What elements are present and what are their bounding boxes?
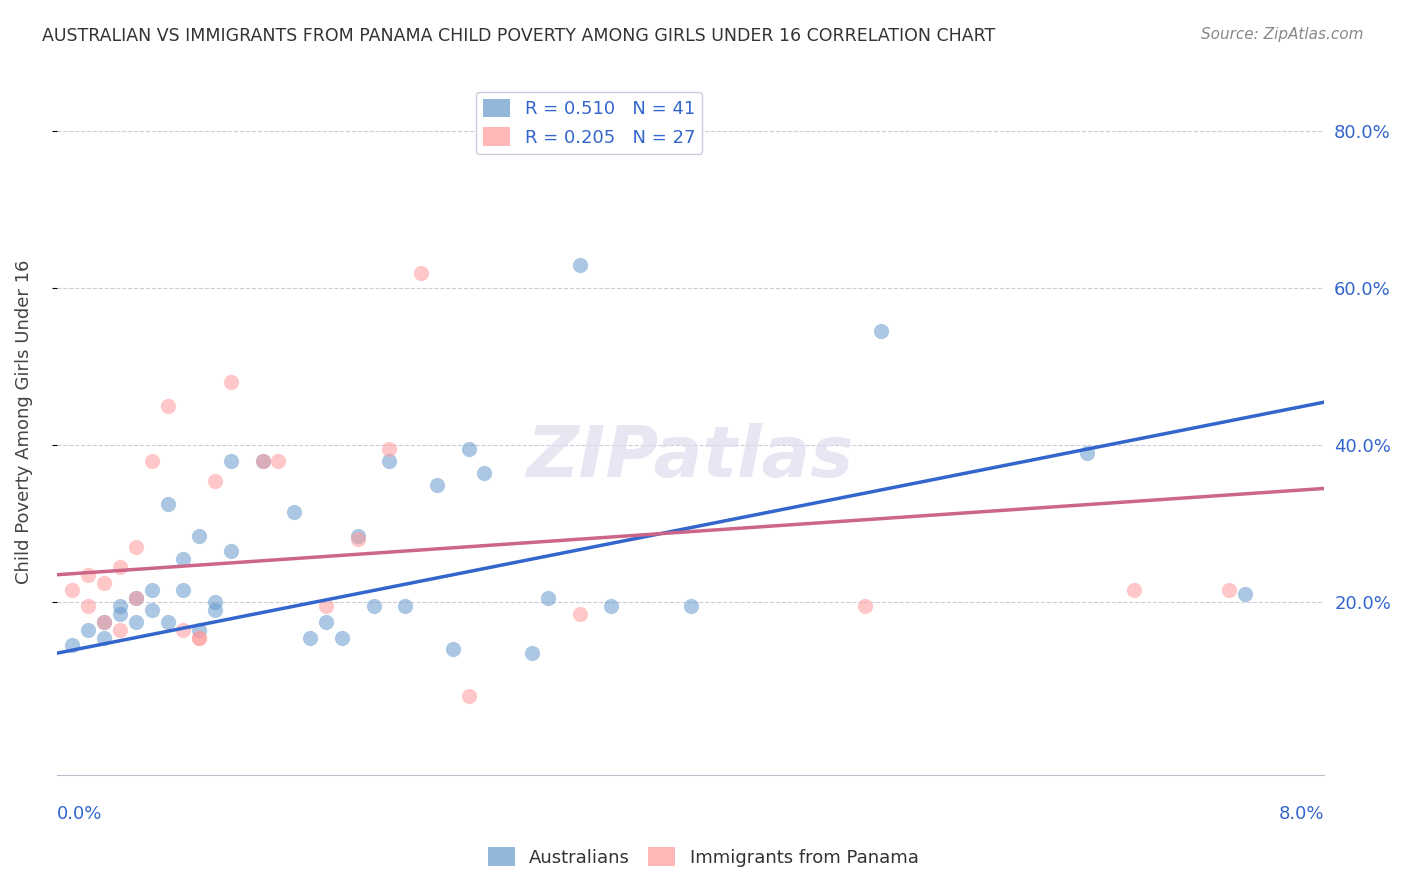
Point — [188, 528, 211, 542]
Point — [426, 477, 449, 491]
Point — [378, 454, 401, 468]
Point — [252, 454, 274, 468]
Point — [156, 497, 179, 511]
Point — [1218, 583, 1240, 598]
Point — [188, 631, 211, 645]
Point — [299, 631, 322, 645]
Text: AUSTRALIAN VS IMMIGRANTS FROM PANAMA CHILD POVERTY AMONG GIRLS UNDER 16 CORRELAT: AUSTRALIAN VS IMMIGRANTS FROM PANAMA CHI… — [42, 27, 995, 45]
Point — [679, 599, 702, 614]
Text: ZIPatlas: ZIPatlas — [527, 423, 855, 491]
Point — [283, 505, 305, 519]
Point — [108, 623, 131, 637]
Point — [394, 599, 416, 614]
Point — [93, 615, 115, 629]
Legend: Australians, Immigrants from Panama: Australians, Immigrants from Panama — [481, 840, 925, 874]
Point — [125, 541, 148, 555]
Point — [869, 325, 891, 339]
Point — [62, 583, 84, 598]
Point — [252, 454, 274, 468]
Point — [62, 639, 84, 653]
Point — [172, 552, 194, 566]
Point — [267, 454, 290, 468]
Point — [156, 399, 179, 413]
Point — [315, 615, 337, 629]
Point — [600, 599, 623, 614]
Legend: R = 0.510   N = 41, R = 0.205   N = 27: R = 0.510 N = 41, R = 0.205 N = 27 — [475, 92, 703, 153]
Y-axis label: Child Poverty Among Girls Under 16: Child Poverty Among Girls Under 16 — [15, 260, 32, 584]
Point — [1234, 587, 1257, 601]
Point — [156, 615, 179, 629]
Point — [172, 623, 194, 637]
Point — [108, 599, 131, 614]
Point — [363, 599, 385, 614]
Point — [219, 544, 242, 558]
Point — [219, 454, 242, 468]
Point — [568, 607, 591, 621]
Point — [77, 567, 100, 582]
Point — [172, 583, 194, 598]
Point — [125, 615, 148, 629]
Point — [125, 591, 148, 606]
Point — [441, 642, 464, 657]
Point — [520, 646, 543, 660]
Point — [108, 560, 131, 574]
Point — [204, 603, 226, 617]
Text: Source: ZipAtlas.com: Source: ZipAtlas.com — [1201, 27, 1364, 42]
Point — [188, 631, 211, 645]
Point — [204, 474, 226, 488]
Point — [330, 631, 353, 645]
Point — [568, 258, 591, 272]
Point — [93, 631, 115, 645]
Point — [457, 690, 479, 704]
Point — [1123, 583, 1146, 598]
Text: 8.0%: 8.0% — [1279, 805, 1324, 823]
Point — [93, 615, 115, 629]
Point — [141, 603, 163, 617]
Point — [378, 442, 401, 457]
Point — [141, 454, 163, 468]
Point — [474, 466, 496, 480]
Text: 0.0%: 0.0% — [56, 805, 103, 823]
Point — [457, 442, 479, 457]
Point — [93, 575, 115, 590]
Point — [108, 607, 131, 621]
Point — [204, 595, 226, 609]
Point — [853, 599, 876, 614]
Point — [125, 591, 148, 606]
Point — [188, 623, 211, 637]
Point — [77, 599, 100, 614]
Point — [219, 376, 242, 390]
Point — [411, 266, 433, 280]
Point — [537, 591, 560, 606]
Point — [141, 583, 163, 598]
Point — [315, 599, 337, 614]
Point — [346, 528, 368, 542]
Point — [77, 623, 100, 637]
Point — [1076, 446, 1098, 460]
Point — [346, 533, 368, 547]
